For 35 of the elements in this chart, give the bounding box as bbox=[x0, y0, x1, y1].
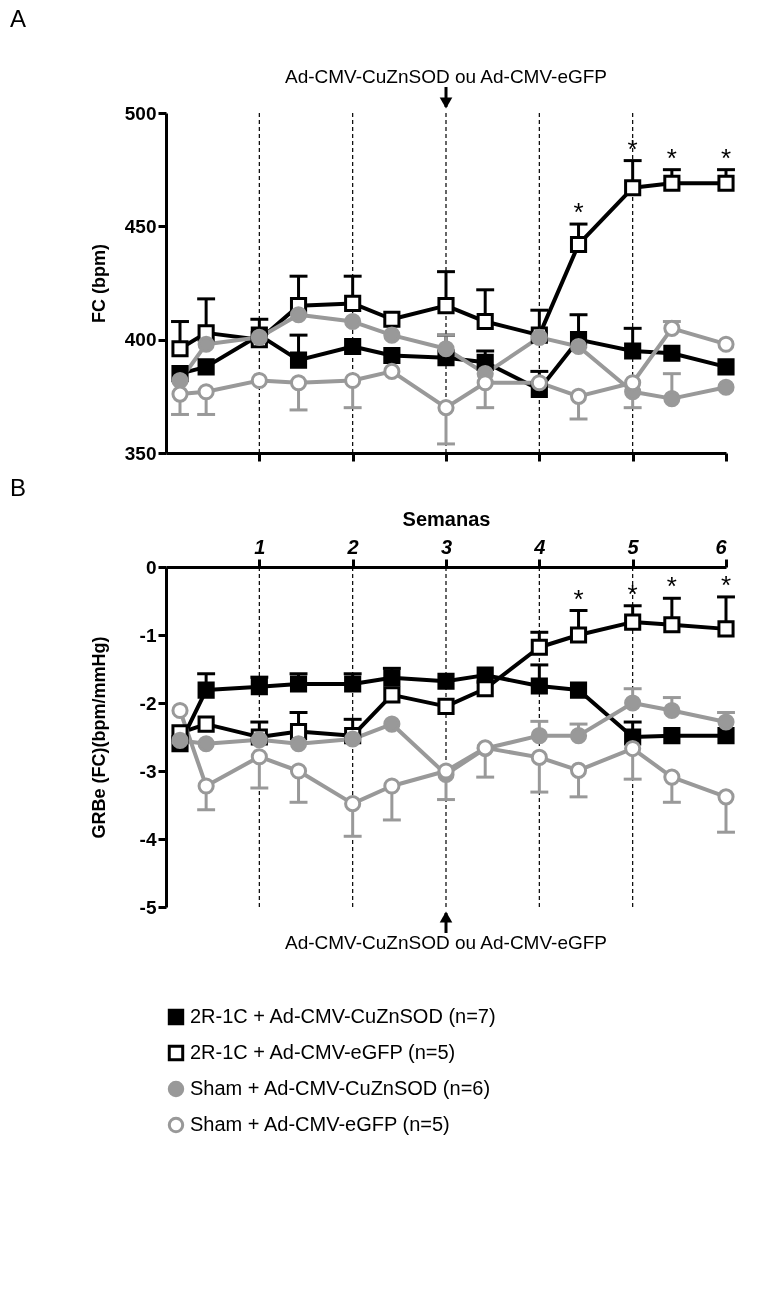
chart-title: A bbox=[10, 5, 27, 32]
annotation: * bbox=[666, 142, 677, 173]
ref-line-label: Ad-CMV-CuZnSOD ou Ad-CMV-eGFP bbox=[284, 66, 608, 87]
y-tick-label: 450 bbox=[124, 215, 157, 237]
legend-label: 2R-1C + Ad-CMV-eGFP (n=5) bbox=[190, 1041, 456, 1063]
annotation: * bbox=[627, 133, 638, 164]
x-tick-label: 6 bbox=[715, 535, 728, 558]
y-tick-label: -5 bbox=[139, 896, 157, 918]
x-tick-label: 5 bbox=[627, 535, 640, 558]
y-tick-label: 0 bbox=[145, 556, 157, 578]
y-axis-title: GRBe (FC)(bpm/mmHg) bbox=[88, 636, 109, 839]
x-tick-label: 4 bbox=[533, 535, 546, 558]
legend-label: 2R-1C + Ad-CMV-CuZnSOD (n=7) bbox=[190, 1005, 496, 1027]
y-tick-label: -4 bbox=[139, 828, 157, 850]
y-tick-label: -1 bbox=[139, 624, 157, 646]
y-tick-label: 500 bbox=[124, 102, 157, 124]
y-tick-label: -2 bbox=[139, 692, 157, 714]
y-tick-label: 400 bbox=[124, 329, 157, 351]
y-axis-title: FC (bpm) bbox=[88, 244, 109, 323]
ref-line-label: Ad-CMV-CuZnSOD ou Ad-CMV-eGFP bbox=[284, 932, 608, 953]
annotation: * bbox=[573, 197, 584, 228]
y-tick-label: -3 bbox=[139, 760, 157, 782]
x-tick-label: 3 bbox=[440, 535, 453, 558]
annotation: * bbox=[573, 583, 584, 614]
x-tick-label: 1 bbox=[254, 535, 266, 558]
chart-title: B bbox=[10, 474, 27, 501]
x-tick-label: 2 bbox=[346, 535, 359, 558]
legend-label: Sham + Ad-CMV-eGFP (n=5) bbox=[190, 1113, 450, 1135]
annotation: * bbox=[627, 578, 638, 609]
y-tick-label: 350 bbox=[124, 442, 157, 464]
x-axis-title: Semanas bbox=[402, 507, 491, 530]
legend-label: Sham + Ad-CMV-CuZnSOD (n=6) bbox=[190, 1077, 491, 1099]
annotation: * bbox=[720, 142, 732, 173]
annotation: * bbox=[666, 571, 677, 602]
annotation: * bbox=[720, 569, 732, 600]
